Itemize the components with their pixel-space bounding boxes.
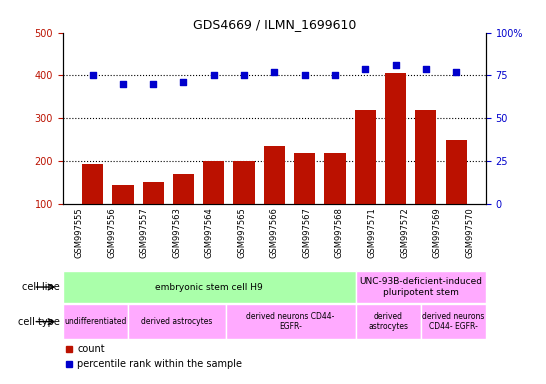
Point: [452, 69, 460, 75]
Bar: [356, 304, 421, 339]
Bar: [324, 153, 346, 246]
Bar: [446, 140, 467, 246]
Bar: [385, 73, 406, 246]
Bar: [294, 153, 315, 246]
Text: derived
astrocytes: derived astrocytes: [369, 312, 408, 331]
Title: GDS4669 / ILMN_1699610: GDS4669 / ILMN_1699610: [193, 18, 356, 31]
Bar: [355, 109, 376, 246]
Text: GSM997564: GSM997564: [205, 207, 214, 258]
Text: embryonic stem cell H9: embryonic stem cell H9: [156, 283, 263, 291]
Text: GSM997568: GSM997568: [335, 207, 344, 258]
Text: derived neurons CD44-
EGFR-: derived neurons CD44- EGFR-: [246, 312, 335, 331]
Text: derived neurons
CD44- EGFR-: derived neurons CD44- EGFR-: [422, 312, 485, 331]
Text: GSM997569: GSM997569: [432, 207, 442, 258]
Text: GSM997563: GSM997563: [172, 207, 181, 258]
Bar: [128, 304, 225, 339]
Bar: [82, 164, 103, 246]
Point: [88, 72, 97, 78]
Bar: [356, 271, 486, 303]
Point: [210, 72, 218, 78]
Point: [422, 65, 430, 71]
Text: GSM997570: GSM997570: [465, 207, 474, 258]
Bar: [203, 161, 224, 246]
Bar: [264, 146, 285, 246]
Text: cell line: cell line: [22, 282, 60, 292]
Point: [179, 79, 188, 85]
Text: GSM997556: GSM997556: [107, 207, 116, 258]
Text: GSM997565: GSM997565: [238, 207, 246, 258]
Bar: [112, 185, 134, 246]
Bar: [143, 182, 164, 246]
Text: GSM997571: GSM997571: [367, 207, 377, 258]
Bar: [415, 109, 436, 246]
Text: count: count: [78, 344, 105, 354]
Text: undifferentiated: undifferentiated: [64, 317, 127, 326]
Text: percentile rank within the sample: percentile rank within the sample: [78, 359, 242, 369]
Text: GSM997572: GSM997572: [400, 207, 409, 258]
Point: [391, 62, 400, 68]
Bar: [234, 161, 254, 246]
Text: GSM997566: GSM997566: [270, 207, 279, 258]
Point: [270, 69, 278, 75]
Point: [361, 65, 370, 71]
Point: [300, 72, 309, 78]
Text: GSM997557: GSM997557: [140, 207, 149, 258]
Bar: [63, 271, 356, 303]
Bar: [173, 174, 194, 246]
Point: [118, 81, 127, 87]
Bar: [421, 304, 486, 339]
Point: [240, 72, 248, 78]
Point: [330, 72, 339, 78]
Text: derived astrocytes: derived astrocytes: [141, 317, 212, 326]
Text: UNC-93B-deficient-induced
pluripotent stem: UNC-93B-deficient-induced pluripotent st…: [359, 277, 482, 297]
Point: [149, 81, 158, 87]
Bar: [225, 304, 356, 339]
Text: GSM997567: GSM997567: [302, 207, 311, 258]
Text: cell type: cell type: [18, 316, 60, 327]
Bar: [63, 304, 128, 339]
Text: GSM997555: GSM997555: [75, 207, 84, 258]
